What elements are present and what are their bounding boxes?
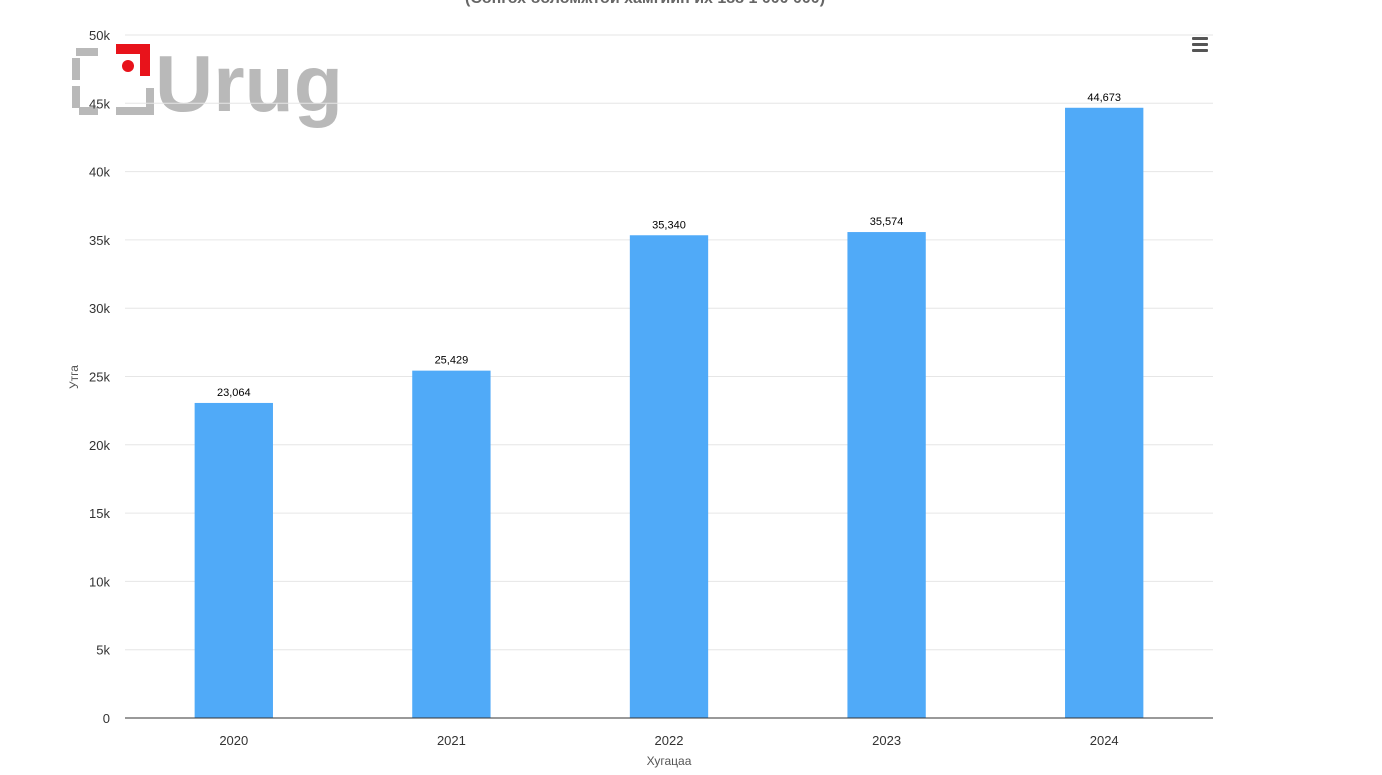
x-tick-label: 2021 xyxy=(437,733,466,748)
hamburger-menu-icon-line xyxy=(1192,43,1208,46)
bar xyxy=(1065,107,1144,718)
y-axis-title: Утга xyxy=(67,365,81,389)
bar-data-label: 44,673 xyxy=(1087,92,1121,104)
watermark-red-dot xyxy=(122,60,134,72)
watermark-bracket-bottom xyxy=(116,88,154,115)
y-axis: 0 5k 10k 15k 20k 25k 30k 35k 40k 45k 50k xyxy=(89,28,110,726)
watermark-logo: Urug xyxy=(72,39,343,128)
y-tick-label: 5k xyxy=(96,643,110,658)
bar-data-label: 35,340 xyxy=(652,219,686,231)
bar-data-label: 35,574 xyxy=(870,216,904,228)
bar xyxy=(629,235,709,718)
y-tick-label: 50k xyxy=(89,28,110,43)
bar xyxy=(412,370,491,718)
x-axis-title: Хугацаа xyxy=(647,754,692,768)
watermark-bracket-left xyxy=(72,48,98,115)
y-tick-label: 0 xyxy=(103,711,110,726)
y-tick-label: 15k xyxy=(89,506,110,521)
y-tick-label: 35k xyxy=(89,233,110,248)
bar-data-label: 25,429 xyxy=(435,355,469,367)
x-tick-label: 2022 xyxy=(655,733,684,748)
x-tick-label: 2024 xyxy=(1090,733,1119,748)
bar xyxy=(847,232,926,719)
y-tick-label: 10k xyxy=(89,574,110,589)
hamburger-menu-icon xyxy=(1192,37,1208,40)
chart-menu-button[interactable] xyxy=(1186,34,1214,56)
y-tick-label: 40k xyxy=(89,165,110,180)
x-axis: 2020 2021 2022 2023 2024 xyxy=(125,717,1213,748)
hamburger-menu-icon-line xyxy=(1192,49,1208,52)
y-tick-label: 30k xyxy=(89,301,110,316)
chart-subtitle: (Сонгох боломжтой хамгийн их 188 1 000 0… xyxy=(0,0,1290,8)
watermark-text: Urug xyxy=(155,39,343,128)
data-labels: 23,064 25,429 35,340 35,574 44,673 xyxy=(217,92,1121,399)
y-tick-label: 20k xyxy=(89,438,110,453)
x-tick-label: 2020 xyxy=(219,733,248,748)
y-tick-label: 45k xyxy=(89,96,110,111)
bar-data-label: 23,064 xyxy=(217,387,251,399)
bars xyxy=(194,107,1144,719)
y-tick-label: 25k xyxy=(89,370,110,385)
bar xyxy=(194,402,273,718)
x-tick-label: 2023 xyxy=(872,733,901,748)
